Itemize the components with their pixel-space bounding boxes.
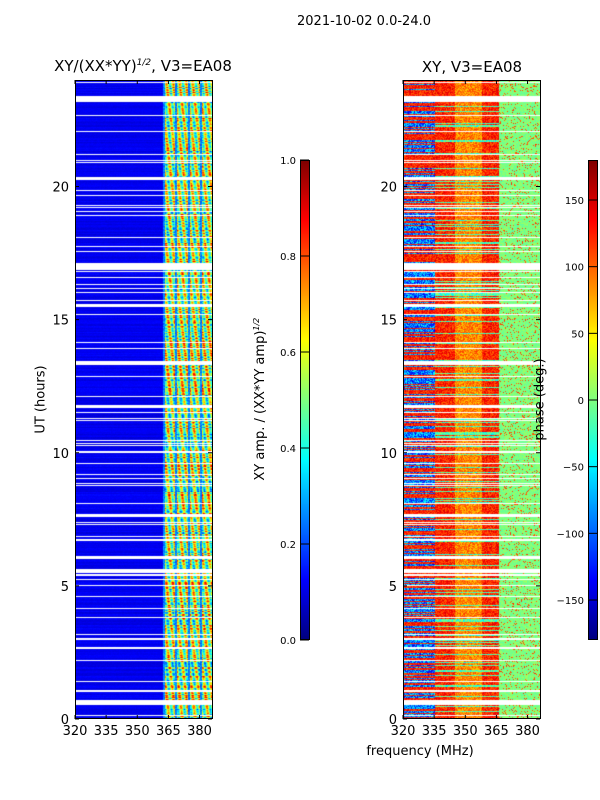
right-xtick-label: 365	[484, 724, 509, 739]
right-ytick-label: 20	[380, 181, 397, 196]
left-xtick-label: 335	[94, 724, 119, 739]
right-ytick-label: 10	[380, 447, 397, 462]
right-xtick-label: 320	[391, 724, 416, 739]
amp-cb-tick-label: 0.4	[280, 444, 296, 455]
phase-cb-tick-label: −100	[557, 529, 584, 540]
amp-cb-tick-label: 0.6	[280, 348, 296, 359]
amp-cb-tick-label: 0.8	[280, 252, 296, 263]
left-ytick-label: 10	[52, 447, 69, 462]
left-xtick-label: 320	[63, 724, 88, 739]
right-ytick-label: 5	[389, 580, 397, 595]
left-xtick-label: 380	[187, 724, 212, 739]
right-frame	[403, 80, 541, 719]
phase-cb-tick-label: −50	[563, 463, 584, 474]
phase-cb-tick-label: 100	[565, 263, 584, 274]
right-xtick-label: 335	[422, 724, 447, 739]
y-axis-label: UT (hours)	[33, 365, 49, 434]
left-ytick-label: 20	[52, 181, 69, 196]
phase-colorbar-label: phase (deg.)	[532, 358, 548, 441]
left-ytick-label: 5	[61, 580, 69, 595]
phase-cb-tick-label: −150	[557, 596, 584, 607]
amp-cb-tick-label: 0.2	[280, 540, 296, 551]
right-ytick-label: 15	[380, 314, 397, 329]
left-ytick-label: 0	[61, 713, 69, 728]
phase-cb-tick-label: 0	[578, 396, 584, 407]
left-xtick-label: 365	[156, 724, 181, 739]
cb-label-sup: 1/2	[251, 317, 261, 331]
phase-cb-tick-label: 50	[571, 329, 584, 340]
amplitude-colorbar-label: XY amp. / (XX*YY amp)1/2	[252, 279, 268, 519]
cb-label-main: XY amp. / (XX*YY amp)	[253, 330, 269, 481]
right-xtick-label: 350	[453, 724, 478, 739]
right-plot-title: XY, V3=EA08	[421, 58, 523, 76]
amp-cb-tick-label: 1.0	[280, 156, 296, 167]
amp-cb-frame	[300, 160, 310, 640]
amplitude-colorbar	[300, 160, 309, 640]
left-ytick-label: 15	[52, 314, 69, 329]
left-xtick-label: 350	[125, 724, 150, 739]
amp-cb-tick-label: 0.0	[280, 636, 296, 647]
right-xtick-label: 380	[515, 724, 540, 739]
right-ytick-label: 0	[389, 713, 397, 728]
left-plot-title: XY/(XX*YY)1/2, V3=EA08	[30, 57, 256, 75]
left-frame	[75, 80, 213, 719]
suptitle: 2021-10-02 0.0-24.0	[297, 14, 431, 29]
left-title-sup: 1/2	[136, 58, 152, 68]
phase-cb-tick-label: 150	[565, 196, 584, 207]
x-axis-label: frequency (MHz)	[366, 744, 474, 759]
phase-heatmap	[403, 80, 540, 719]
left-title-rest: , V3=EA08	[151, 57, 232, 75]
amplitude-heatmap	[75, 80, 212, 719]
left-title-main: XY/(XX*YY)	[54, 57, 137, 75]
